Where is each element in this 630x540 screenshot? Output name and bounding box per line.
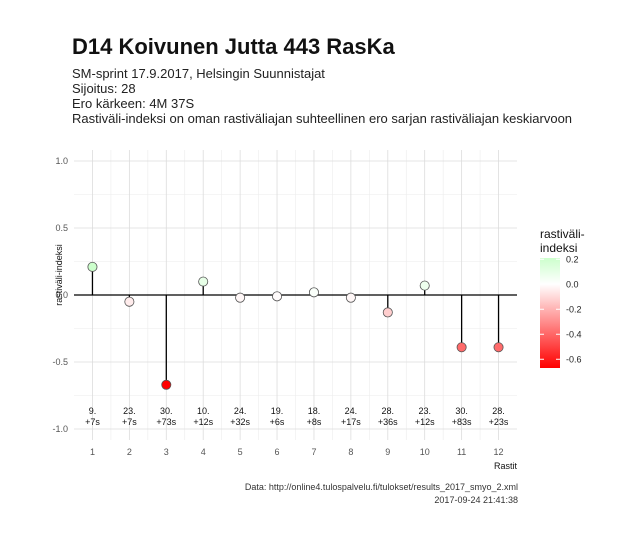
point-label-rank: 18. [308, 406, 321, 416]
legend-tick-label: -0.6 [566, 354, 582, 364]
subtitle-gap: Ero kärkeen: 4M 37S [72, 96, 195, 111]
y-tick-label: -1.0 [52, 424, 68, 434]
data-point [345, 292, 356, 303]
point-label-diff: +36s [378, 417, 398, 427]
x-tick-label: 7 [311, 447, 316, 457]
point-label-diff: +23s [489, 417, 509, 427]
legend-tick-label: 0.0 [566, 279, 579, 289]
point-label-rank: 24. [345, 406, 358, 416]
grid-lines [74, 150, 517, 440]
point-label-rank: 28. [382, 406, 395, 416]
data-point [87, 261, 98, 272]
timestamp-caption: 2017-09-24 21:41:38 [434, 495, 518, 505]
x-tick-label: 8 [348, 447, 353, 457]
data-point [124, 296, 135, 307]
point-label-rank: 10. [197, 406, 210, 416]
point-label-diff: +6s [270, 417, 285, 427]
point-label-diff: +12s [193, 417, 213, 427]
data-point [419, 280, 430, 291]
point-label-diff: +83s [452, 417, 472, 427]
x-tick-label: 1 [90, 447, 95, 457]
x-tick-label: 3 [164, 447, 169, 457]
data-point [493, 342, 504, 353]
point-label-rank: 23. [418, 406, 431, 416]
data-point [308, 287, 319, 298]
subtitle-note: Rastiväli-indeksi on oman rastiväliajan … [72, 111, 573, 126]
source-caption: Data: http://online4.tulospalvelu.fi/tul… [244, 482, 518, 492]
legend-colorbar [540, 258, 560, 368]
point-labels: 9.+7s23.+7s30.+73s10.+12s24.+32s19.+6s18… [85, 406, 509, 427]
point-label-rank: 19. [271, 406, 284, 416]
x-tick-label: 4 [201, 447, 206, 457]
x-tick-label: 9 [385, 447, 390, 457]
point-label-rank: 30. [160, 406, 173, 416]
point-label-diff: +12s [415, 417, 435, 427]
x-axis-label: Rastit [494, 461, 518, 471]
legend-tick-label: 0.2 [566, 254, 579, 264]
data-point [161, 379, 172, 390]
y-tick-label: 1.0 [55, 156, 68, 166]
legend-tick-label: -0.4 [566, 329, 582, 339]
legend-tick-label: -0.2 [566, 304, 582, 314]
x-tick-label: 11 [457, 447, 466, 457]
y-tick-label: 0.0 [55, 290, 68, 300]
y-axis-label: rastiväli-indeksi [54, 244, 64, 306]
data-point [235, 292, 246, 303]
x-tick-label: 12 [494, 447, 504, 457]
point-label-diff: +7s [122, 417, 137, 427]
legend-title-line1: rastiväli- [540, 227, 585, 241]
y-axis-ticks: 1.0 0.5 0.0 -0.5 -1.0 [52, 156, 68, 434]
point-label-diff: +32s [230, 417, 250, 427]
point-label-rank: 30. [455, 406, 468, 416]
chart-title: D14 Koivunen Jutta 443 RasKa [72, 34, 395, 59]
subtitle-event: SM-sprint 17.9.2017, Helsingin Suunnista… [72, 66, 325, 81]
point-label-rank: 23. [123, 406, 136, 416]
data-point [382, 307, 393, 318]
data-point [272, 291, 283, 302]
point-label-diff: +7s [85, 417, 100, 427]
subtitle-rank: Sijoitus: 28 [72, 81, 136, 96]
x-tick-label: 5 [238, 447, 243, 457]
x-tick-label: 2 [127, 447, 132, 457]
data-point [456, 342, 467, 353]
y-tick-label: 0.5 [55, 223, 68, 233]
point-label-rank: 24. [234, 406, 247, 416]
y-tick-label: -0.5 [52, 357, 68, 367]
x-axis-ticks: 1 2 3 4 5 6 7 8 9 10 11 12 [90, 447, 504, 457]
x-tick-label: 6 [275, 447, 280, 457]
point-label-diff: +8s [307, 417, 322, 427]
point-label-rank: 28. [492, 406, 505, 416]
point-label-rank: 9. [89, 406, 97, 416]
legend-title-line2: indeksi [540, 241, 577, 255]
point-label-diff: +73s [156, 417, 176, 427]
data-point [198, 276, 209, 287]
legend: rastiväli- indeksi 0.2 0.0 -0.2 -0.4 -0.6 [540, 227, 585, 368]
point-label-diff: +17s [341, 417, 361, 427]
legend-ticks: 0.2 0.0 -0.2 -0.4 -0.6 [540, 254, 582, 364]
data-points [87, 261, 504, 390]
x-tick-label: 10 [420, 447, 430, 457]
